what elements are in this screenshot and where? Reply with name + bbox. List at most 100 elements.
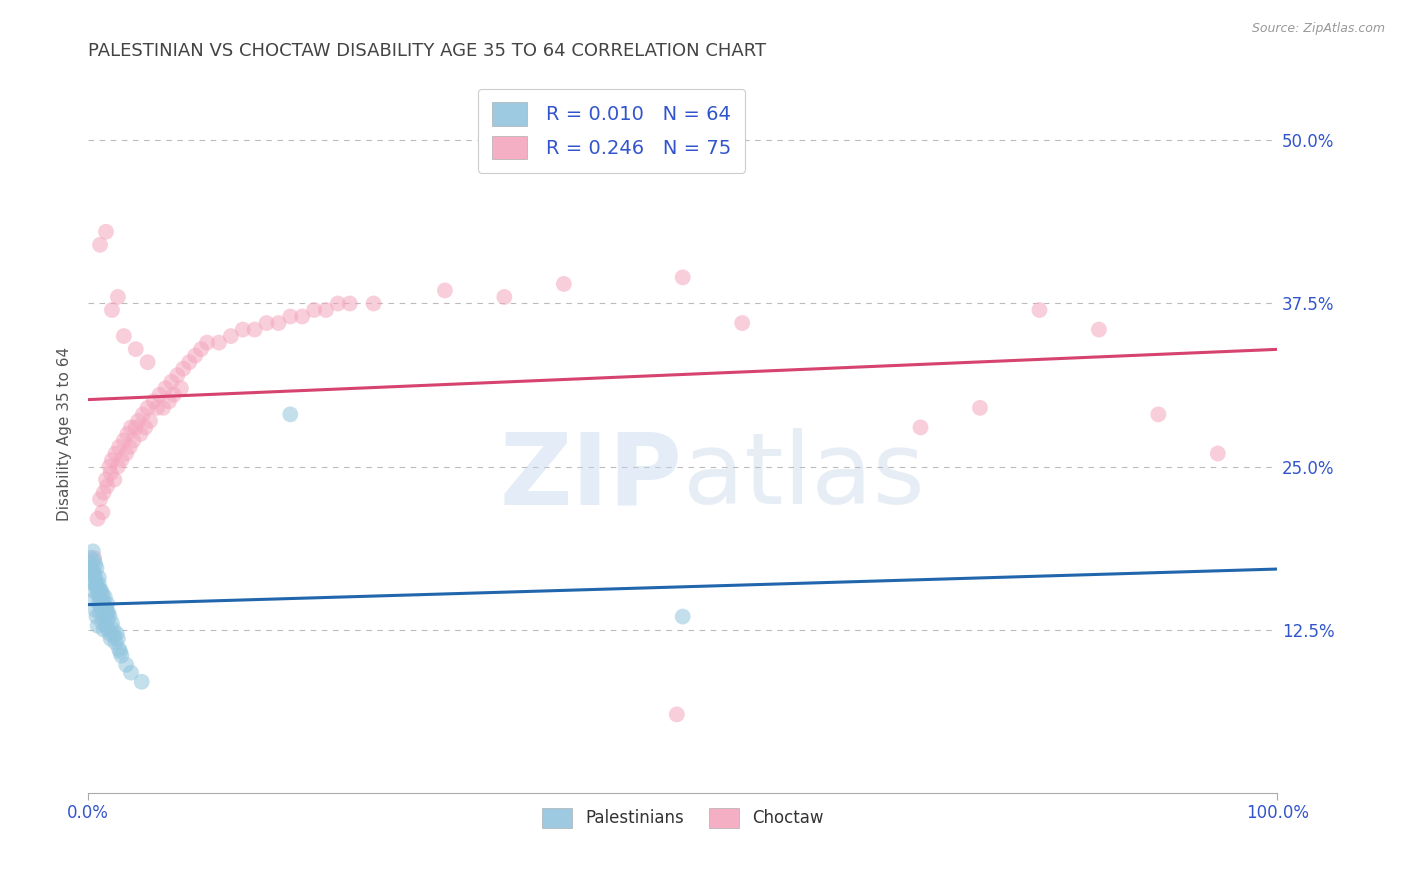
- Point: [163, 388, 186, 402]
- Point: [100, 466, 122, 480]
- Point: [98, 626, 121, 640]
- Point: [115, 657, 138, 672]
- Point: [89, 492, 111, 507]
- Point: [86, 609, 108, 624]
- Point: [82, 544, 104, 558]
- Point: [83, 553, 105, 567]
- Point: [125, 342, 148, 356]
- Legend: Palestinians, Choctaw: Palestinians, Choctaw: [536, 801, 831, 835]
- Point: [94, 225, 117, 239]
- Point: [117, 426, 139, 441]
- Point: [110, 453, 132, 467]
- Point: [166, 368, 188, 383]
- Text: PALESTINIAN VS CHOCTAW DISABILITY AGE 35 TO 64 CORRELATION CHART: PALESTINIAN VS CHOCTAW DISABILITY AGE 35…: [89, 42, 766, 60]
- Point: [86, 577, 108, 591]
- Text: ZIP: ZIP: [501, 428, 683, 525]
- Point: [91, 587, 114, 601]
- Point: [134, 420, 156, 434]
- Point: [672, 609, 695, 624]
- Point: [89, 590, 111, 604]
- Point: [96, 597, 118, 611]
- Point: [86, 561, 108, 575]
- Point: [160, 375, 183, 389]
- Point: [315, 303, 337, 318]
- Point: [86, 587, 108, 601]
- Point: [157, 394, 180, 409]
- Point: [93, 623, 115, 637]
- Point: [146, 401, 169, 415]
- Point: [112, 329, 135, 343]
- Point: [89, 583, 111, 598]
- Point: [84, 603, 107, 617]
- Point: [93, 599, 115, 614]
- Point: [139, 414, 162, 428]
- Point: [91, 592, 114, 607]
- Point: [86, 618, 108, 632]
- Point: [101, 303, 124, 318]
- Point: [1147, 408, 1170, 422]
- Point: [87, 570, 110, 584]
- Point: [243, 322, 266, 336]
- Point: [120, 665, 142, 680]
- Point: [98, 609, 121, 624]
- Point: [103, 473, 125, 487]
- Point: [184, 349, 207, 363]
- Point: [86, 581, 108, 595]
- Point: [89, 606, 111, 620]
- Point: [94, 473, 117, 487]
- Point: [256, 316, 278, 330]
- Point: [87, 597, 110, 611]
- Point: [278, 310, 301, 324]
- Point: [96, 612, 118, 626]
- Point: [97, 606, 120, 620]
- Point: [98, 459, 121, 474]
- Point: [122, 434, 145, 448]
- Point: [107, 632, 129, 646]
- Point: [131, 674, 153, 689]
- Point: [83, 577, 105, 591]
- Point: [79, 558, 101, 572]
- Point: [120, 420, 142, 434]
- Point: [291, 310, 314, 324]
- Point: [87, 577, 110, 591]
- Point: [91, 616, 114, 631]
- Point: [104, 446, 127, 460]
- Point: [90, 592, 112, 607]
- Point: [136, 401, 159, 415]
- Point: [89, 237, 111, 252]
- Point: [127, 414, 149, 428]
- Point: [195, 335, 218, 350]
- Point: [86, 512, 108, 526]
- Text: Source: ZipAtlas.com: Source: ZipAtlas.com: [1251, 22, 1385, 36]
- Point: [125, 420, 148, 434]
- Point: [339, 296, 361, 310]
- Point: [83, 566, 105, 581]
- Point: [82, 566, 104, 581]
- Point: [110, 645, 132, 659]
- Point: [1206, 446, 1229, 460]
- Point: [672, 270, 695, 285]
- Point: [105, 626, 128, 640]
- Point: [665, 707, 688, 722]
- Point: [80, 561, 103, 575]
- Point: [100, 632, 122, 646]
- Point: [278, 408, 301, 422]
- Point: [79, 550, 101, 565]
- Point: [94, 608, 117, 623]
- Point: [104, 635, 127, 649]
- Point: [155, 381, 177, 395]
- Point: [83, 592, 105, 607]
- Point: [94, 600, 117, 615]
- Point: [84, 570, 107, 584]
- Point: [494, 290, 516, 304]
- Point: [112, 434, 135, 448]
- Y-axis label: Disability Age 35 to 64: Disability Age 35 to 64: [58, 347, 72, 521]
- Point: [302, 303, 325, 318]
- Point: [969, 401, 991, 415]
- Point: [553, 277, 575, 291]
- Point: [110, 648, 132, 663]
- Point: [219, 329, 242, 343]
- Point: [94, 618, 117, 632]
- Point: [90, 600, 112, 615]
- Point: [326, 296, 349, 310]
